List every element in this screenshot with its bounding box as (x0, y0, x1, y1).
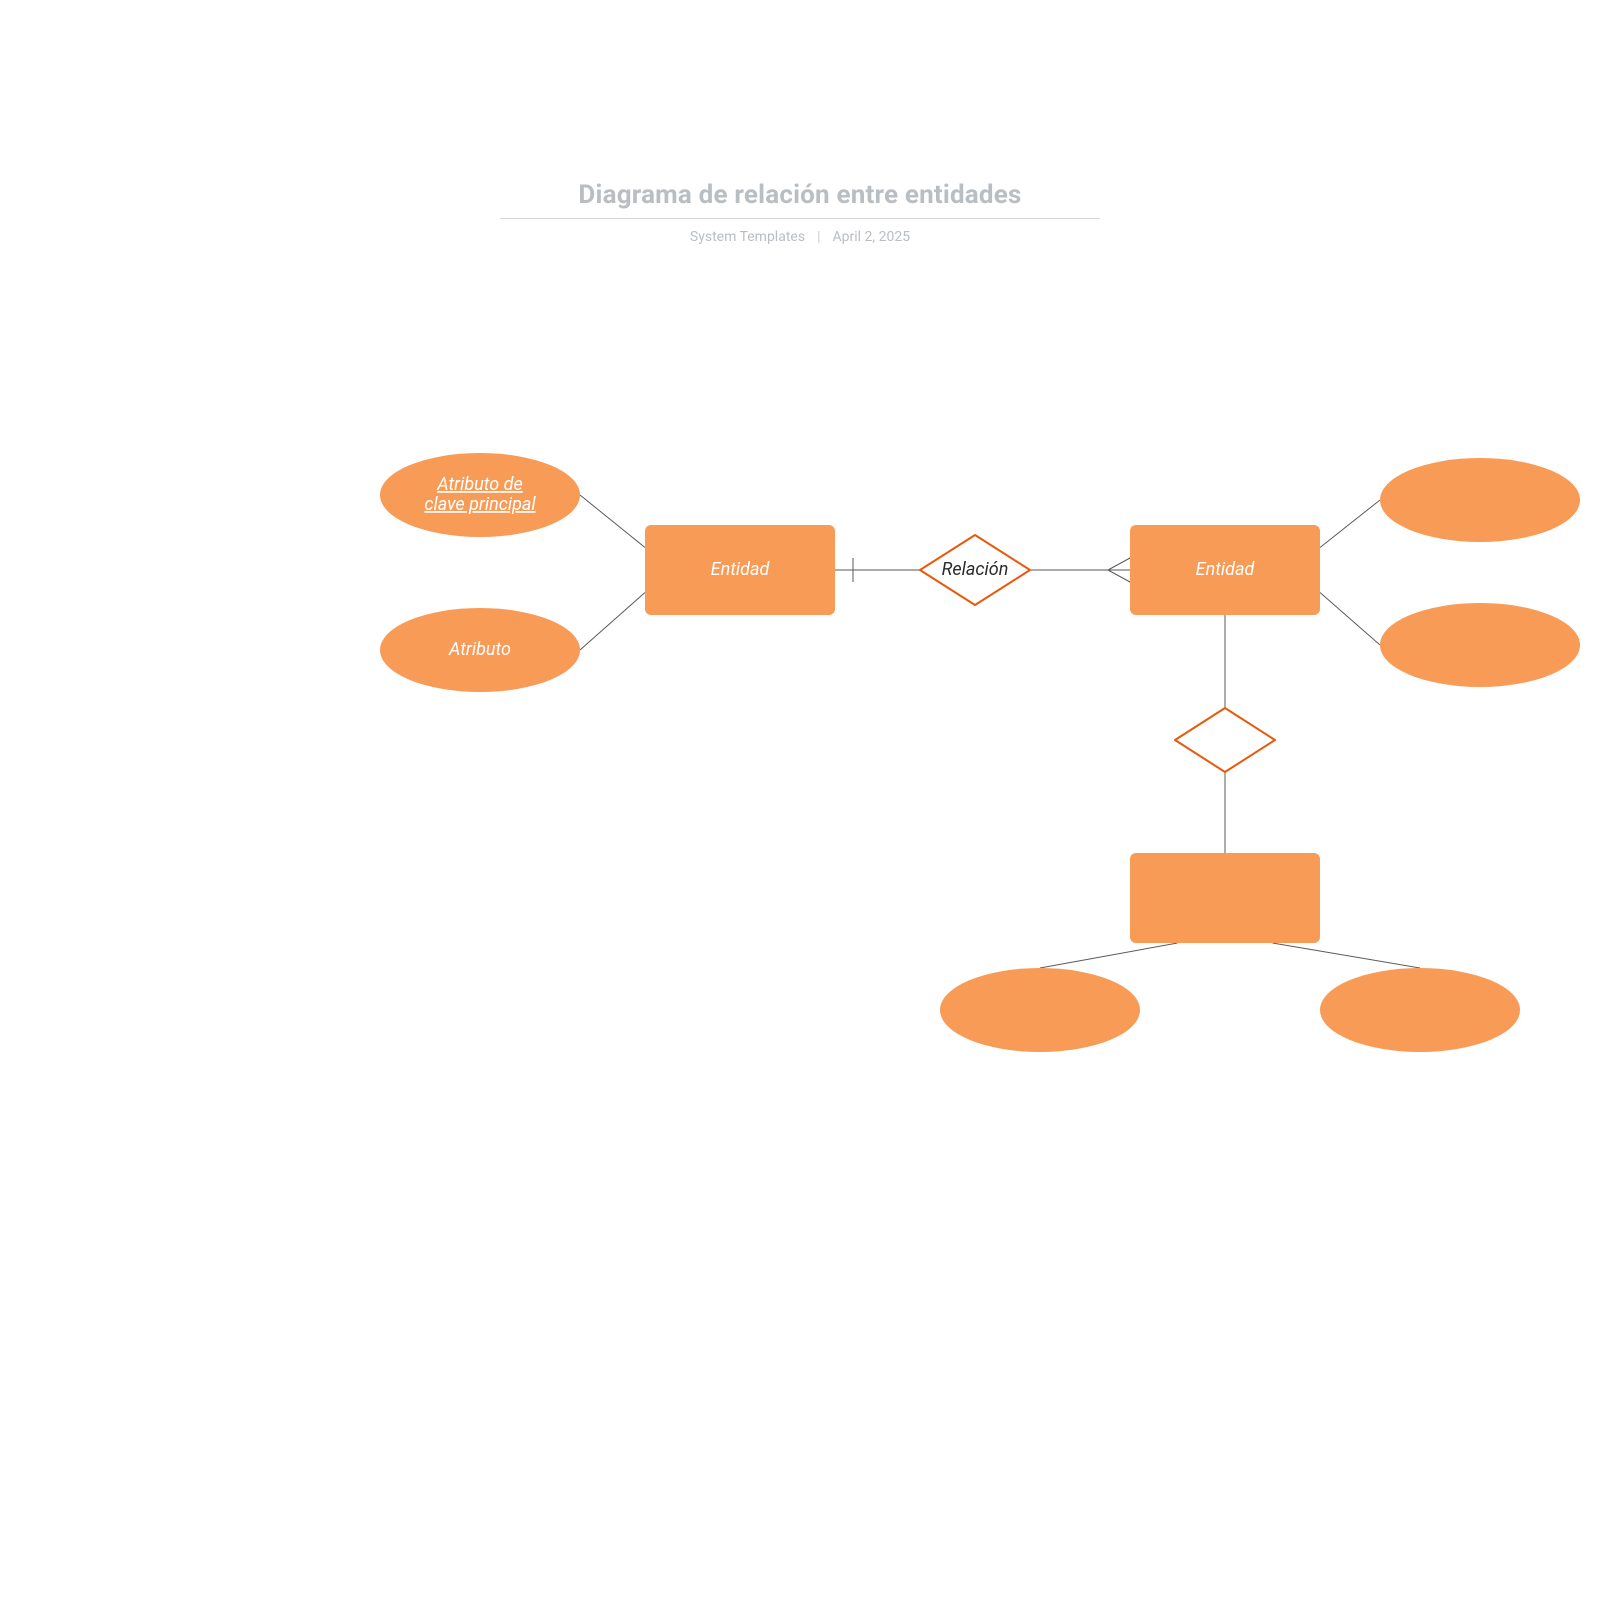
edge (580, 593, 645, 651)
attribute-node (1380, 458, 1580, 542)
attribute-node (940, 968, 1140, 1052)
edge (1040, 943, 1178, 968)
cardinality-many (1108, 570, 1130, 582)
relationship-label: Relación (942, 559, 1009, 580)
nodes-layer: Atributo declave principal Atributo Entida… (380, 453, 1580, 1052)
attribute-node (1320, 968, 1520, 1052)
edge (580, 495, 645, 548)
entity-label: Entidad (711, 559, 771, 580)
edge (1273, 943, 1421, 968)
edge (1320, 593, 1380, 646)
relationship-node (1175, 708, 1275, 772)
er-diagram-canvas: Atributo declave principal Atributo Entida… (0, 0, 1600, 1600)
attribute-node (1380, 603, 1580, 687)
entity-label: Entidad (1196, 559, 1256, 580)
entity-node (1130, 853, 1320, 943)
attribute-label: Atributo declave principal (424, 474, 536, 515)
edge (1320, 500, 1380, 548)
attribute-label: Atributo (448, 639, 511, 660)
cardinality-many (1108, 558, 1130, 570)
